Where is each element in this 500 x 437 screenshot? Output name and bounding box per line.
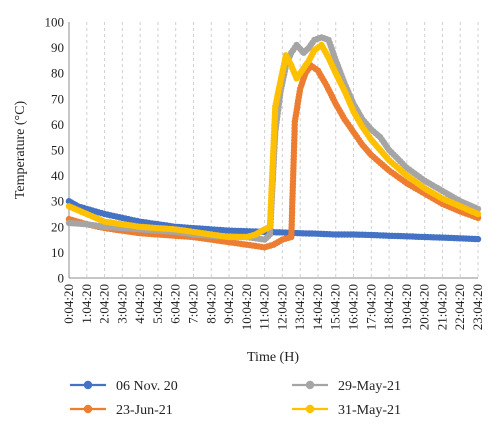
x-tick-label: 5:04:20 <box>150 284 165 324</box>
x-axis-title: Time (H) <box>247 350 299 365</box>
y-tick-label: 50 <box>51 143 64 158</box>
y-tick-label: 40 <box>51 168 64 183</box>
series-4 <box>65 41 482 241</box>
x-tick-label: 0:04:20 <box>61 284 76 324</box>
legend-label: 31-May-21 <box>338 403 401 418</box>
y-tick-label: 70 <box>51 91 64 106</box>
x-tick-label: 22:04:20 <box>452 284 467 330</box>
series-lines <box>65 34 482 251</box>
x-tick-label: 7:04:20 <box>185 284 200 324</box>
y-axis-title: Temperature (°C) <box>13 101 28 200</box>
legend-marker <box>305 404 315 414</box>
x-tick-label: 2:04:20 <box>97 284 112 324</box>
x-tick-label: 18:04:20 <box>381 284 396 330</box>
legend-marker <box>83 380 93 390</box>
x-tick-label: 11:04:20 <box>257 284 272 330</box>
y-tick-label: 80 <box>51 66 64 81</box>
y-tick-label: 90 <box>51 40 64 55</box>
x-tick-label: 23:04:20 <box>470 284 485 330</box>
x-tick-label: 3:04:20 <box>114 284 129 324</box>
x-tick-label: 17:04:20 <box>363 284 378 330</box>
x-tick-label: 12:04:20 <box>274 284 289 330</box>
x-tick-label: 15:04:20 <box>328 284 343 330</box>
legend-label: 06 Nov. 20 <box>116 379 178 394</box>
y-tick-label: 10 <box>51 245 64 260</box>
y-tick-labels: 0 10 20 30 40 50 60 70 80 90 100 <box>45 15 65 286</box>
y-tick-label: 30 <box>51 194 64 209</box>
x-tick-label: 20:04:20 <box>417 284 432 330</box>
x-tick-label: 8:04:20 <box>203 284 218 324</box>
axes <box>68 22 478 279</box>
legend-item: 23-Jun-21 <box>70 403 173 418</box>
legend-marker <box>83 404 93 414</box>
y-tick-label: 20 <box>51 219 64 234</box>
legend-item: 29-May-21 <box>292 379 401 394</box>
legend-marker <box>305 380 315 390</box>
y-tick-label: 100 <box>45 15 65 30</box>
data-point <box>474 210 482 218</box>
x-tick-label: 9:04:20 <box>221 284 236 324</box>
x-tick-label: 14:04:20 <box>310 284 325 330</box>
x-tick-label: 1:04:20 <box>79 284 94 324</box>
legend-item: 31-May-21 <box>292 403 401 418</box>
x-tick-labels: 0:04:20 1:04:20 2:04:20 3:04:20 4:04:20 5:04:… <box>61 284 485 330</box>
x-tick-label: 21:04:20 <box>434 284 449 330</box>
y-tick-label: 60 <box>51 117 64 132</box>
x-tick-label: 4:04:20 <box>132 284 147 324</box>
legend-label: 23-Jun-21 <box>116 403 173 418</box>
legend: 06 Nov. 20 29-May-21 23-Jun-21 31-May-21 <box>70 379 401 418</box>
x-tick-label: 10:04:20 <box>239 284 254 330</box>
x-tick-label: 6:04:20 <box>168 284 183 324</box>
y-tick-label: 0 <box>58 271 65 286</box>
x-tick-label: 13:04:20 <box>292 284 307 330</box>
x-tick-label: 19:04:20 <box>399 284 414 330</box>
legend-item: 06 Nov. 20 <box>70 379 178 394</box>
data-point <box>474 235 482 243</box>
x-tick-label: 16:04:20 <box>346 284 361 330</box>
legend-label: 29-May-21 <box>338 379 401 394</box>
